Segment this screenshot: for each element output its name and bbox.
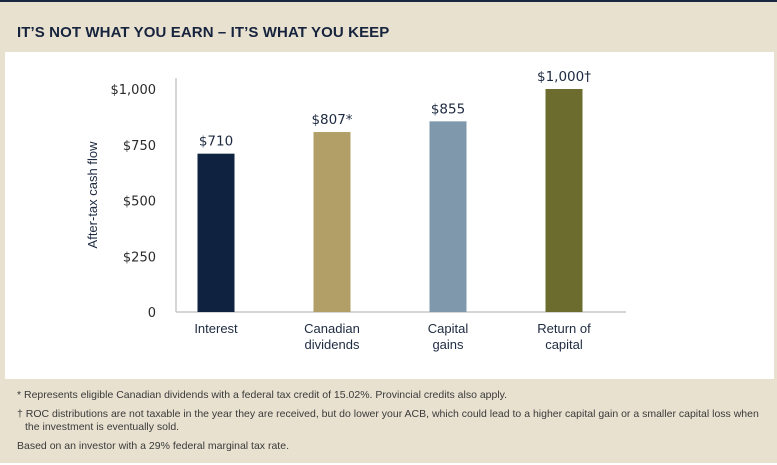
footnote-roc: † ROC distributions are not taxable in t… — [17, 408, 759, 433]
chart-title: IT’S NOT WHAT YOU EARN – IT’S WHAT YOU K… — [17, 24, 390, 41]
data-label: $710 — [199, 134, 233, 150]
y-axis-label: After-tax cash flow — [85, 141, 100, 249]
footnote-dividends: * Represents eligible Canadian dividends… — [17, 389, 508, 401]
footnotes: * Represents eligible Canadian dividends… — [17, 389, 762, 459]
y-tick-label: $250 — [123, 250, 156, 265]
y-tick-label: $1,000 — [111, 83, 157, 98]
y-tick-label: $500 — [123, 195, 156, 210]
x-tick-label: Canadian — [304, 321, 360, 336]
footnote-tax-rate: Based on an investor with a 29% federal … — [17, 440, 289, 452]
y-tick-label: $750 — [123, 139, 156, 154]
data-label: $855 — [431, 101, 465, 117]
bar-2 — [429, 121, 467, 313]
data-label: $807* — [311, 112, 352, 128]
x-tick-label: dividends — [305, 337, 360, 352]
bar-3 — [545, 89, 583, 312]
bar-0 — [197, 153, 235, 312]
x-tick-label: capital — [545, 337, 583, 352]
x-tick-label: Capital — [428, 321, 469, 336]
data-label: $1,000† — [537, 69, 591, 85]
x-tick-label: Interest — [194, 321, 238, 336]
x-tick-label: gains — [432, 337, 464, 352]
x-tick-label: Return of — [537, 321, 591, 336]
chart-panel — [5, 52, 774, 379]
y-tick-label: 0 — [148, 306, 156, 321]
bar-1 — [313, 132, 351, 312]
